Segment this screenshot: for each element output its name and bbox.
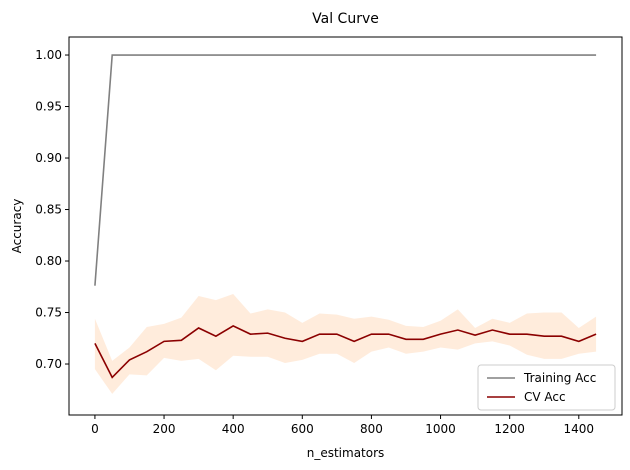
cv-acc-std-band — [94, 293, 597, 394]
legend: Training Acc CV Acc — [477, 364, 616, 411]
y-axis-ticks: 0.70 0.75 0.80 0.85 0.90 0.95 1.00 — [35, 48, 69, 371]
y-tick-label: 0.75 — [35, 306, 62, 320]
legend-label-cv-acc: CV Acc — [524, 390, 566, 404]
series-lines-layer — [94, 54, 597, 379]
chart-title: Val Curve — [312, 11, 379, 27]
x-axis-ticks: 0 200 400 600 800 1000 1200 1400 — [91, 415, 594, 436]
y-tick-label: 0.80 — [35, 254, 62, 268]
y-tick-label: 0.85 — [35, 203, 62, 217]
x-tick-label: 1400 — [564, 422, 595, 436]
x-tick-label: 400 — [222, 422, 245, 436]
y-tick-label: 1.00 — [35, 48, 62, 62]
cv-acc-line — [94, 325, 597, 379]
x-tick-label: 800 — [360, 422, 383, 436]
y-axis-label: Accuracy — [10, 199, 24, 254]
legend-label-training-acc: Training Acc — [523, 371, 596, 385]
y-tick-label: 0.70 — [35, 357, 62, 371]
x-tick-label: 1000 — [425, 422, 456, 436]
x-tick-label: 1200 — [494, 422, 525, 436]
x-tick-label: 600 — [291, 422, 314, 436]
legend-box — [477, 364, 616, 411]
training-acc-line — [94, 54, 597, 286]
cv-std-band-layer — [94, 293, 597, 394]
x-axis-label: n_estimators — [307, 446, 385, 460]
x-tick-label: 0 — [91, 422, 99, 436]
plot-area-frame — [68, 36, 623, 416]
y-tick-label: 0.90 — [35, 151, 62, 165]
y-tick-label: 0.95 — [35, 100, 62, 114]
x-tick-label: 200 — [153, 422, 176, 436]
